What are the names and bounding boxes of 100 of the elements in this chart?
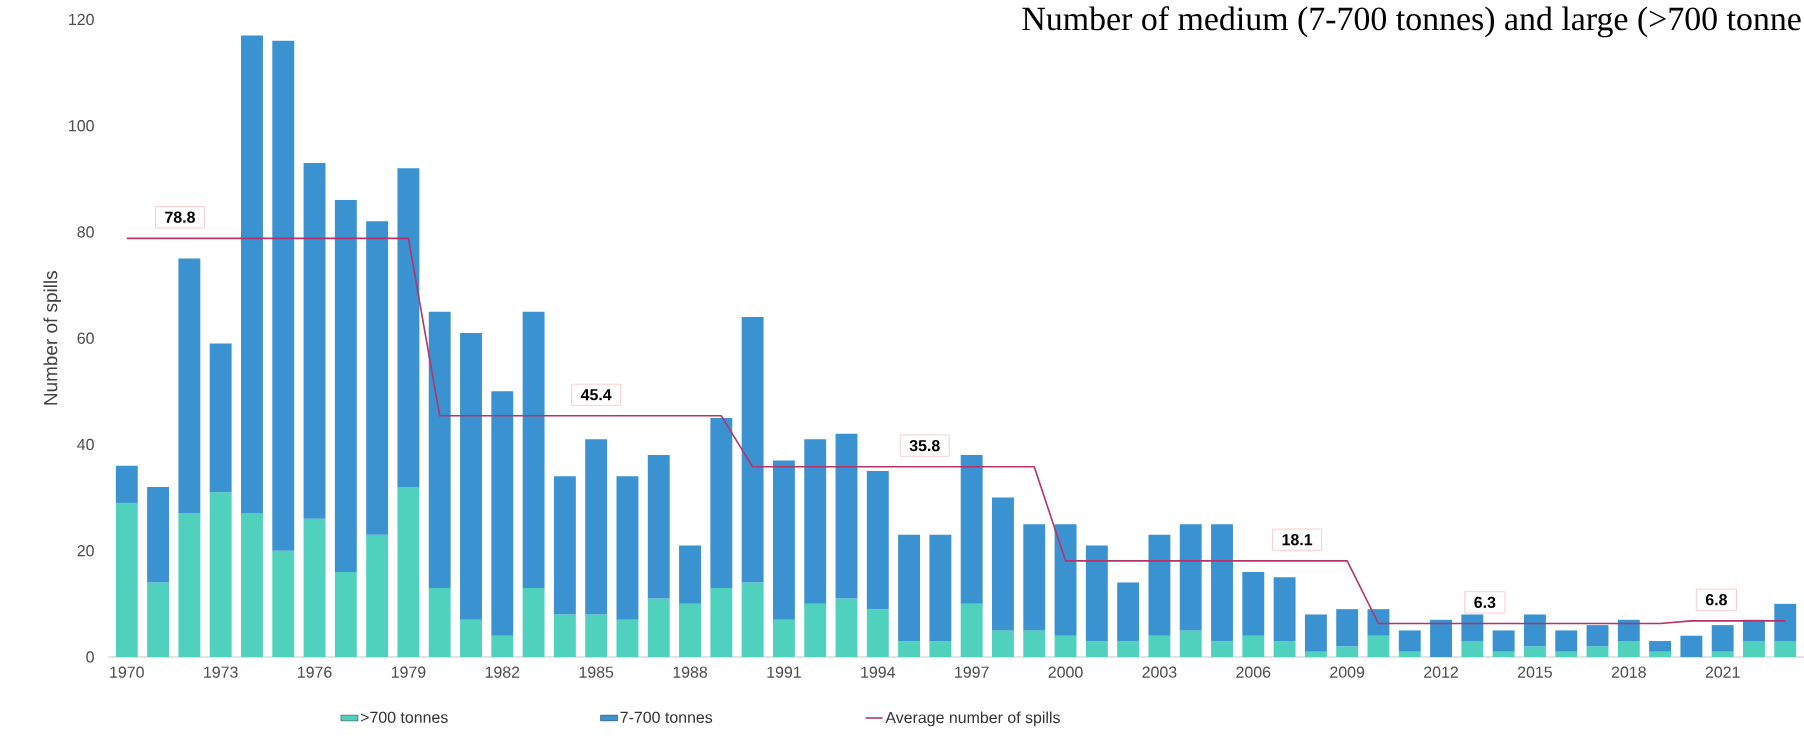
x-tick-label: 1997 [955,666,989,678]
bar [1523,646,1546,657]
bar [1617,619,1640,642]
bar [960,455,983,604]
bar [1398,651,1421,657]
bar [585,614,608,657]
x-tick-label: 1991 [767,666,801,678]
x-tick-label: 1973 [204,666,238,678]
bar [1523,614,1546,647]
bar [397,486,420,657]
bar [303,162,326,519]
y-tick-label: 40 [77,438,94,451]
annotation: 6.8 [1705,594,1727,606]
bar [772,619,795,657]
legend-label: >700 tonnes [360,711,448,723]
bar [804,603,827,657]
bar [1649,651,1672,657]
bar [1492,651,1515,657]
bar [929,641,952,657]
bar [1085,545,1108,642]
bar [209,492,232,657]
x-tick-label: 2021 [1705,666,1740,678]
x-tick-label: 2012 [1424,666,1458,678]
bar [178,258,201,514]
bar [647,455,670,599]
bar [522,311,545,588]
x-tick-label: 1988 [673,666,708,678]
bar [679,545,701,604]
bar [1304,651,1327,657]
bar [835,598,858,657]
bar [1336,609,1359,647]
bar [147,582,170,657]
bar [679,603,701,657]
bar [397,168,420,487]
bar [491,635,514,657]
bar [1367,609,1390,636]
bar [1179,524,1202,631]
bar [1023,524,1046,631]
x-tick-label: 2006 [1236,666,1271,678]
bar [1617,641,1640,657]
bar [898,641,921,657]
x-tick-label: 1979 [391,666,426,678]
bar [866,471,889,610]
annotation: 35.8 [909,439,940,452]
bar [1085,641,1108,657]
bar [460,619,482,657]
bar [741,582,764,657]
bar [1649,641,1672,652]
bar [334,200,357,572]
bar [1304,614,1327,652]
bar [272,40,295,551]
bar [241,35,263,514]
bar [772,460,795,620]
bar [1586,646,1609,657]
bar [491,391,514,636]
annotation: 6.3 [1474,596,1496,609]
bar [929,534,952,642]
legend-label: 7-700 tonnes [620,711,713,723]
bar [1711,651,1734,657]
x-tick-label: 2015 [1517,666,1552,678]
bar [1242,635,1265,657]
y-tick-label: 100 [69,120,94,132]
bar [1273,641,1296,657]
bar [1211,524,1233,642]
bar [1398,630,1421,652]
bar [522,587,545,657]
y-tick-label: 20 [77,545,94,557]
x-tick-label: 2018 [1611,666,1646,678]
bar [741,316,764,583]
bar [1743,619,1765,642]
bar [710,417,733,588]
bar [1336,646,1359,657]
bar [1586,625,1609,647]
legend-label: Average number of spills [885,711,1060,727]
annotation: 78.8 [165,211,196,223]
y-tick-label: 80 [77,226,94,238]
bar [1179,630,1202,657]
bar [866,609,889,657]
y-tick-label: 120 [69,13,94,26]
bar [1680,635,1703,657]
bar [1054,635,1077,657]
bar [1211,641,1233,657]
bar [178,513,201,657]
bar [1242,571,1265,636]
bar [1148,635,1171,657]
bar [710,587,733,657]
chart-title: Number of medium (7-700 tonnes) and large (>700 tonne [1022,6,1801,38]
y-tick-label: 0 [86,651,94,663]
bar [1117,641,1140,657]
bar [553,614,576,657]
x-tick-label: 1976 [298,666,332,678]
bar [585,439,608,615]
bar [647,598,670,657]
bar [1367,635,1390,657]
x-tick-label: 2000 [1048,666,1083,678]
bar [616,619,639,657]
x-tick-label: 2003 [1142,666,1177,678]
line-series [125,237,1787,625]
bar [992,630,1014,657]
annotation: 18.1 [1282,534,1313,546]
